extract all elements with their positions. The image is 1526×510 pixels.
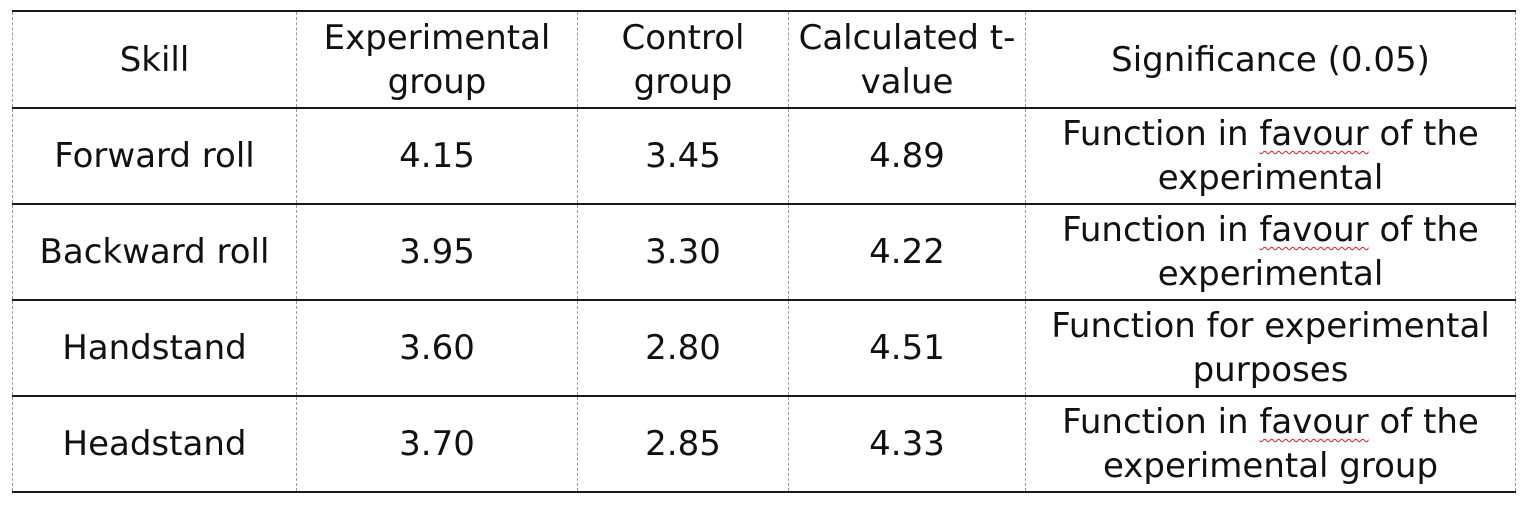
cell-experimental-mean: 3.70 bbox=[296, 395, 578, 493]
cell-skill: Handstand bbox=[12, 299, 297, 397]
table-row: Forward roll 4.15 3.45 4.89 Function in … bbox=[12, 107, 1516, 205]
spellcheck-flagged-word: favour bbox=[1259, 402, 1369, 442]
significance-text: Function in bbox=[1062, 210, 1260, 250]
cell-significance: Function for experimental purposes bbox=[1025, 299, 1516, 397]
cell-control-mean: 3.45 bbox=[577, 107, 789, 205]
significance-text: Function in bbox=[1062, 402, 1260, 442]
header-significance: Significance (0.05) bbox=[1025, 10, 1516, 109]
cell-skill: Backward roll bbox=[12, 203, 297, 301]
cell-significance: Function in favour of the experimental bbox=[1025, 107, 1516, 205]
cell-t-value: 4.33 bbox=[788, 395, 1026, 493]
results-table: Skill Experimental group Control group C… bbox=[12, 10, 1516, 493]
cell-significance: Function in favour of the experimental bbox=[1025, 203, 1516, 301]
table-row: Handstand 3.60 2.80 4.51 Function for ex… bbox=[12, 299, 1516, 397]
spellcheck-flagged-word: favour bbox=[1259, 114, 1369, 154]
significance-text: Function for experimental purposes bbox=[1051, 306, 1490, 390]
table-row: Headstand 3.70 2.85 4.33 Function in fav… bbox=[12, 395, 1516, 493]
cell-experimental-mean: 3.60 bbox=[296, 299, 578, 397]
cell-skill: Forward roll bbox=[12, 107, 297, 205]
spellcheck-flagged-word: favour bbox=[1259, 210, 1369, 250]
cell-control-mean: 2.85 bbox=[577, 395, 789, 493]
significance-text: of the experimental bbox=[1157, 210, 1479, 294]
header-calculated-t-value: Calculated t-value bbox=[788, 10, 1026, 109]
cell-t-value: 4.89 bbox=[788, 107, 1026, 205]
cell-significance: Function in favour of the experimental g… bbox=[1025, 395, 1516, 493]
cell-control-mean: 3.30 bbox=[577, 203, 789, 301]
cell-t-value: 4.22 bbox=[788, 203, 1026, 301]
cell-skill: Headstand bbox=[12, 395, 297, 493]
significance-text: of the experimental group bbox=[1102, 402, 1479, 486]
significance-text: of the experimental bbox=[1157, 114, 1479, 198]
header-skill: Skill bbox=[12, 10, 297, 109]
cell-experimental-mean: 4.15 bbox=[296, 107, 578, 205]
header-control-group: Control group bbox=[577, 10, 789, 109]
significance-text: Function in bbox=[1062, 114, 1260, 154]
table-row: Backward roll 3.95 3.30 4.22 Function in… bbox=[12, 203, 1516, 301]
cell-t-value: 4.51 bbox=[788, 299, 1026, 397]
header-row: Skill Experimental group Control group C… bbox=[12, 10, 1516, 109]
header-experimental-group: Experimental group bbox=[296, 10, 578, 109]
cell-control-mean: 2.80 bbox=[577, 299, 789, 397]
cell-experimental-mean: 3.95 bbox=[296, 203, 578, 301]
